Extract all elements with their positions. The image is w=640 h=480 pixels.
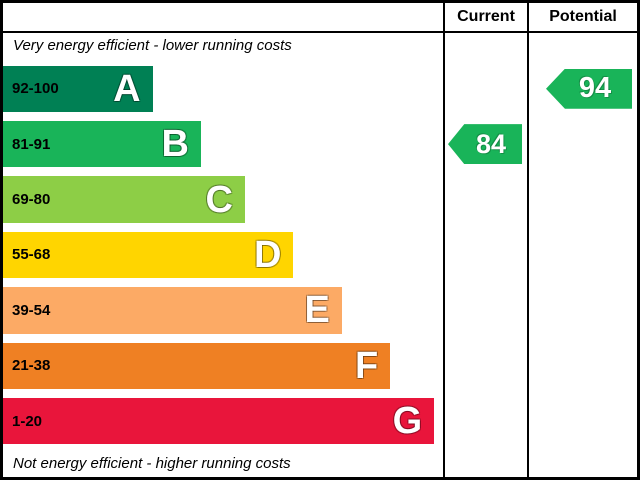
header-spacer: [3, 3, 443, 33]
band-bar-e: 39-54 E: [3, 287, 342, 334]
band-letter: G: [392, 400, 423, 443]
potential-column: 94: [527, 33, 637, 477]
potential-column-header: Potential: [527, 3, 637, 33]
band-row-b: 81-91 B: [3, 116, 443, 171]
rating-scale-area: Very energy efficient - lower running co…: [3, 33, 443, 477]
band-bar-a: 92-100 A: [3, 65, 153, 112]
current-rating-arrow: 84: [448, 124, 522, 165]
band-row-d: 55-68 D: [3, 227, 443, 282]
band-range-label: 81-91: [12, 135, 51, 153]
bottom-caption: Not energy efficient - higher running co…: [13, 455, 291, 472]
top-caption: Very energy efficient - lower running co…: [13, 37, 292, 54]
current-header-label: Current: [457, 8, 515, 25]
band-range-label: 39-54: [12, 301, 51, 319]
band-range-label: 92-100: [12, 80, 59, 98]
band-letter: C: [205, 178, 233, 221]
band-row-e: 39-54 E: [3, 283, 443, 338]
band-bar-f: 21-38 F: [3, 342, 391, 390]
potential-header-label: Potential: [549, 8, 617, 25]
band-row-g: 1-20 G: [3, 394, 443, 449]
band-range-label: 21-38: [12, 357, 51, 375]
band-letter: B: [161, 123, 189, 166]
band-row-f: 21-38 F: [3, 338, 443, 393]
band-range-label: 1-20: [12, 412, 43, 430]
current-column-header: Current: [443, 3, 527, 33]
rating-bands: 92-100 A 81-91 B 69-80 C 55-68 D 39-54 E 21-38 F 1-2…: [3, 59, 443, 451]
potential-rating-arrow: 94: [546, 68, 632, 109]
band-row-c: 69-80 C: [3, 172, 443, 227]
band-letter: D: [253, 233, 282, 276]
band-bar-c: 69-80 C: [3, 176, 245, 223]
band-bar-d: 55-68 D: [3, 231, 294, 279]
band-range-label: 69-80: [12, 191, 51, 209]
band-bar-g: 1-20 G: [3, 398, 435, 445]
band-letter: F: [354, 344, 379, 387]
band-range-label: 55-68: [12, 246, 51, 264]
band-letter: E: [304, 289, 330, 332]
band-row-a: 92-100 A: [3, 61, 443, 116]
band-bar-b: 81-91 B: [3, 120, 201, 168]
current-column: 84: [443, 33, 527, 477]
band-letter: A: [113, 67, 141, 110]
